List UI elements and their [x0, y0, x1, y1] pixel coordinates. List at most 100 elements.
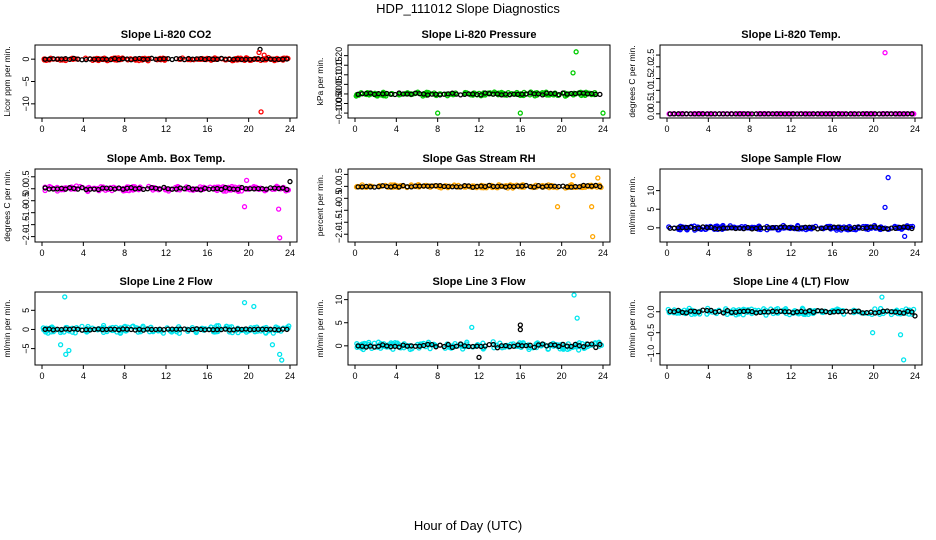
x-tick-label: 12 — [786, 248, 796, 258]
plot-frame — [659, 291, 923, 366]
x-tick-label: 4 — [394, 124, 399, 134]
y-tick-label: 0.0 — [646, 108, 656, 121]
outlier-point — [902, 233, 908, 240]
y-tick-label: 5 — [21, 308, 31, 313]
series-outliers — [882, 50, 888, 56]
y-tick-label: −2.0 — [334, 225, 344, 243]
y-axis-label: Licor ppm per min. — [2, 46, 12, 116]
data-point — [564, 346, 571, 353]
data-point — [457, 92, 464, 98]
x-tick-label: 0 — [664, 248, 669, 258]
outlier-point — [517, 322, 523, 328]
series-black — [42, 55, 290, 63]
panel-1: Slope Li-820 CO2 0 4 8 12 16 20 24 0 −5 −10 Licor p… — [2, 29, 298, 134]
outlier-point — [900, 357, 907, 363]
y-tick-label: 0.0 — [646, 305, 656, 318]
data-point — [597, 91, 603, 98]
data-point — [576, 347, 582, 353]
outlier-point — [261, 52, 267, 58]
outlier-point — [279, 357, 285, 363]
series-outliers — [554, 172, 601, 240]
y-tick-label: −5 — [21, 76, 31, 86]
x-tick-label: 12 — [474, 124, 484, 134]
data-point — [91, 186, 97, 192]
data-point — [761, 306, 767, 312]
x-tick-label: 8 — [122, 124, 127, 134]
x-tick-label: 12 — [786, 124, 796, 134]
data-point — [700, 224, 706, 230]
data-point — [872, 306, 878, 312]
x-tick-label: 24 — [910, 371, 920, 381]
x-tick-label: 8 — [747, 371, 752, 381]
series-outliers — [256, 46, 267, 115]
data-point — [116, 185, 122, 191]
data-point — [284, 186, 290, 193]
data-point — [206, 327, 212, 333]
x-tick-label: 0 — [664, 124, 669, 134]
panel-5: Slope Gas Stream RH 0 4 8 12 16 20 24 0.50.0−0.5… — [315, 153, 611, 258]
data-point — [708, 307, 714, 314]
outlier-point — [241, 204, 248, 210]
panel-title: Slope Amb. Box Temp. — [107, 153, 226, 165]
data-point — [568, 343, 574, 349]
data-point — [597, 341, 603, 348]
outlier-point — [62, 294, 68, 300]
outlier-point — [885, 174, 891, 181]
x-tick-label: 8 — [747, 248, 752, 258]
series-black — [355, 182, 603, 190]
x-tick-label: 4 — [81, 371, 86, 381]
outlier-point — [912, 313, 918, 319]
series-black — [355, 341, 603, 351]
data-point — [396, 344, 402, 350]
data-point — [671, 225, 677, 231]
data-point — [593, 344, 599, 351]
y-tick-label: 5 — [646, 207, 656, 212]
data-point — [753, 111, 759, 117]
outlier-point — [287, 178, 293, 185]
plot-frame — [347, 168, 611, 243]
x-tick-label: 8 — [435, 371, 440, 381]
data-point — [433, 344, 439, 350]
x-tick-label: 12 — [474, 371, 484, 381]
y-tick-label: 0.10 — [334, 66, 344, 84]
data-point — [388, 91, 394, 97]
data-point — [284, 326, 290, 333]
outlier-point — [554, 204, 561, 210]
panel-9: Slope Line 4 (LT) Flow 0 4 8 12 16 20 24 0.0 −0.5… — [627, 276, 923, 381]
panel-8: Slope Line 3 Flow 0 4 8 12 16 20 24 0 5 10 ml/min p… — [315, 276, 611, 381]
panel-title: Slope Li-820 CO2 — [121, 29, 211, 41]
data-point — [696, 309, 702, 315]
plot-frame — [347, 44, 611, 119]
figure-title: HDP_111012 Slope Diagnostics — [376, 1, 560, 16]
data-point — [79, 57, 85, 63]
data-point — [667, 111, 673, 117]
series-outliers — [435, 49, 606, 116]
data-point — [814, 308, 821, 314]
data-point — [556, 92, 562, 98]
y-axis-label: ml/min per min. — [627, 176, 637, 234]
outlier-point — [897, 332, 904, 338]
data-point — [129, 324, 135, 330]
data-point — [724, 308, 731, 314]
outlier-point — [595, 175, 601, 181]
data-point — [716, 111, 722, 117]
data-point — [280, 326, 286, 332]
x-tick-label: 4 — [706, 124, 711, 134]
y-tick-label: −1.0 — [334, 201, 344, 219]
plot-frame — [347, 291, 611, 366]
data-point — [457, 341, 464, 347]
y-tick-label: −1.5 — [334, 213, 344, 231]
series-outliers — [57, 294, 285, 363]
outlier-point — [588, 204, 595, 210]
y-tick-label: 2.0 — [646, 61, 656, 74]
y-tick-label: −10 — [21, 96, 31, 111]
data-point — [884, 111, 890, 117]
data-point — [794, 111, 800, 117]
data-point — [597, 183, 603, 190]
data-point — [176, 330, 182, 336]
data-point — [888, 111, 895, 117]
outlier-point — [600, 110, 606, 116]
data-point — [539, 92, 546, 98]
data-point — [394, 340, 400, 346]
series-black — [355, 90, 603, 98]
